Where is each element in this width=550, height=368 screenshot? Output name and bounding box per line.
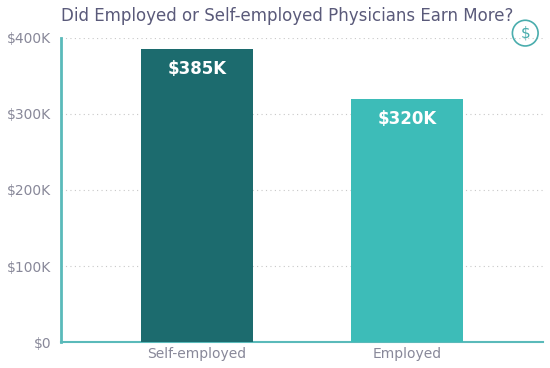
Text: $385K: $385K — [167, 60, 227, 78]
Text: Did Employed or Self-employed Physicians Earn More?: Did Employed or Self-employed Physicians… — [61, 7, 513, 25]
Text: $320K: $320K — [377, 110, 437, 128]
Bar — [141, 49, 252, 342]
Bar — [351, 99, 463, 342]
Text: $: $ — [520, 26, 530, 40]
